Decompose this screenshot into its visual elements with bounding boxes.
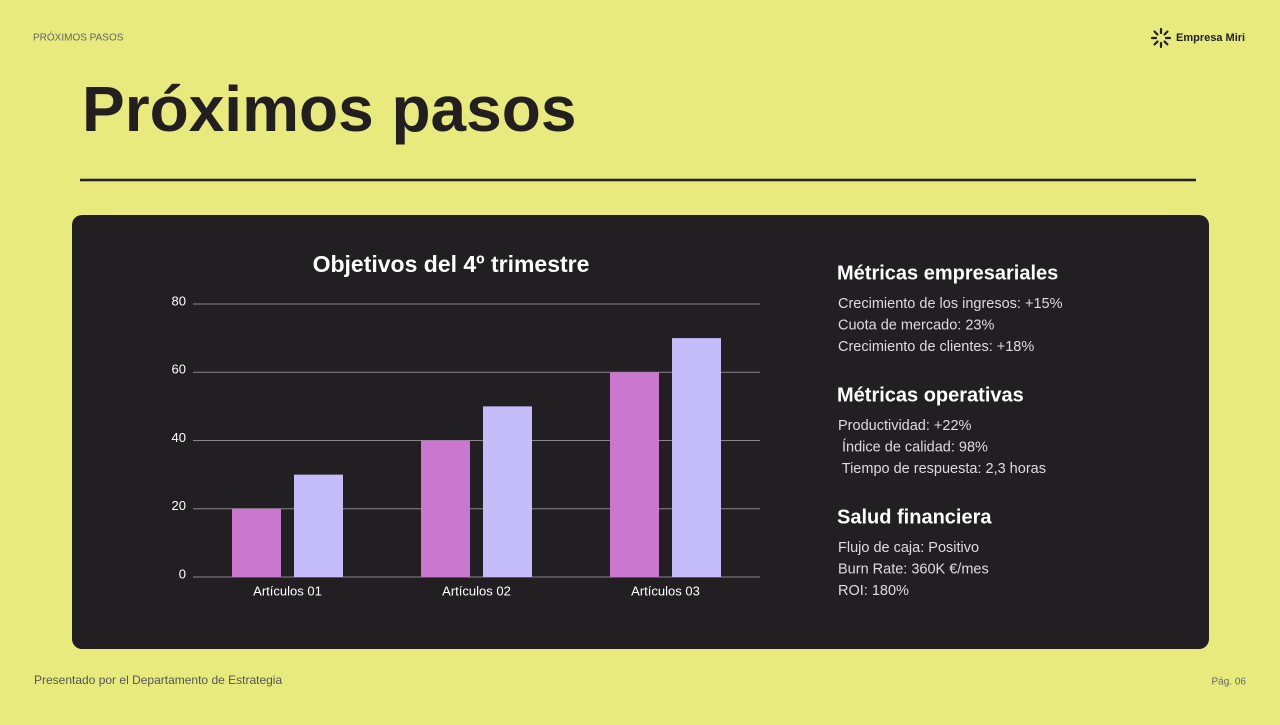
metric-item: Flujo de caja: Positivo (838, 540, 979, 556)
metric-heading: Salud financiera (837, 506, 992, 528)
kicker: PRÓXIMOS PASOS (33, 31, 124, 44)
metric-heading: Métricas operativas (837, 384, 1024, 406)
x-tick-label: Artículos 02 (442, 583, 511, 598)
metrics: Métricas empresariales Crecimiento de los… (837, 262, 1063, 599)
metric-item: Productividad: +22% (838, 418, 972, 434)
y-tick-label: 40 (172, 430, 186, 445)
presenter: Presentado por el Departamento de Estrat… (34, 673, 282, 687)
bar (294, 474, 343, 577)
logo-icon (1150, 27, 1172, 49)
bar (672, 338, 721, 577)
metric-item: Crecimiento de clientes: +18% (838, 339, 1034, 355)
metric-item: ROI: 180% (838, 583, 909, 599)
metric-item: Tiempo de respuesta: 2,3 horas (838, 461, 1046, 477)
brand: Empresa Miri (1176, 32, 1245, 44)
y-tick-label: 20 (172, 498, 186, 513)
plot: 0 20 40 60 80 Artículos 01 Artículos 02 Artícul… (172, 293, 760, 598)
page-number: Pág. 06 (1212, 677, 1247, 688)
title: Próximos pasos (82, 73, 576, 145)
chart-title: Objetivos del 4º trimestre (313, 251, 590, 277)
metric-heading: Métricas empresariales (837, 262, 1058, 284)
x-tick-label: Artículos 03 (631, 583, 700, 598)
bar (483, 406, 532, 577)
metric-item: Cuota de mercado: 23% (838, 317, 994, 333)
y-tick-label: 0 (179, 566, 186, 581)
y-tick-label: 60 (172, 362, 186, 377)
bar (421, 440, 470, 577)
metric-item: Índice de calidad: 98% (838, 438, 988, 455)
metric-item: Crecimiento de los ingresos: +15% (838, 296, 1063, 312)
y-tick-label: 80 (172, 293, 186, 308)
bar (232, 508, 281, 577)
bar (610, 372, 659, 577)
x-tick-label: Artículos 01 (253, 583, 322, 598)
metric-item: Burn Rate: 360K €/mes (838, 561, 989, 577)
